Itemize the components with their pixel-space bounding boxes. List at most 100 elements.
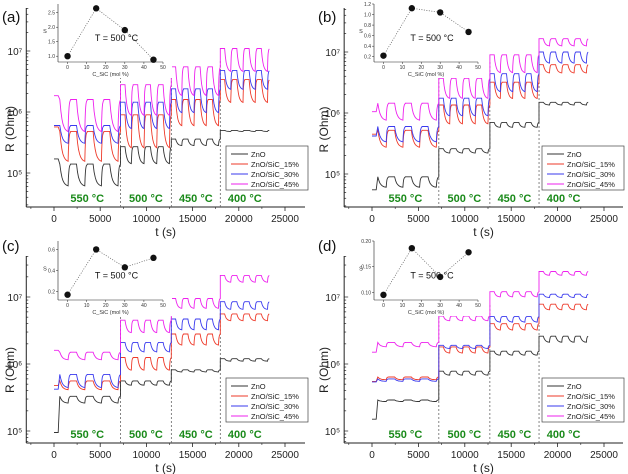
legend-entry: ZnO/SiC_30% <box>251 402 299 411</box>
legend-box <box>541 377 625 423</box>
inset-x-tick-label: 0 <box>382 65 385 71</box>
x-tick-label: 10000 <box>132 214 160 225</box>
inset-x-tick-label: 40 <box>456 65 462 71</box>
legend-entry: ZnO/SiC_15% <box>567 392 615 401</box>
y-tick-label: 10⁶ <box>7 360 22 371</box>
x-tick-label: 10000 <box>132 450 160 461</box>
inset-x-tick-label: 30 <box>122 303 128 309</box>
inset-x-tick-label: 20 <box>418 303 424 309</box>
inset-x-label: C_SiC (mol %) <box>408 310 445 316</box>
panel-b: 10⁵ 10⁶ 10⁷ 0 5000 10000 15000 20000 25000 t (s) R… <box>317 2 625 239</box>
legend-entry: ZnO <box>251 382 266 391</box>
inset-x-tick-label: 20 <box>418 65 424 71</box>
x-tick-label: 20000 <box>544 214 572 225</box>
x-tick-label: 0 <box>51 450 57 461</box>
inset-y-label: S <box>43 267 47 273</box>
x-tick-label: 15000 <box>179 450 207 461</box>
inset-x-tick-label: 10 <box>400 303 406 309</box>
x-tick-label: 10000 <box>451 450 479 461</box>
inset-data-point <box>436 9 444 16</box>
y-axis-title: R (Ohm) <box>3 106 17 152</box>
inset-data-point <box>408 244 416 252</box>
temperature-label: 550 °C <box>389 193 423 205</box>
inset-data-point <box>465 249 472 256</box>
legend-entry: ZnO <box>567 150 582 159</box>
series-line-zno-sic-15- <box>372 303 589 382</box>
inset-background <box>57 239 172 316</box>
series-line-zno-sic-15- <box>54 79 270 163</box>
inset-data-point <box>92 246 100 253</box>
legend-entry: ZnO/SiC_45% <box>567 180 615 189</box>
inset-data-point <box>408 5 416 12</box>
inset-y-tick-label: 0.6 <box>48 247 55 253</box>
temperature-label: 450 °C <box>179 193 213 205</box>
inset-x-tick-label: 0 <box>382 303 385 309</box>
x-tick-label: 15000 <box>179 214 207 225</box>
inset: 0 10 20 30 40 50 0.2 0.4 0.6 C_SiC (mol %) S T = 50… <box>43 239 172 316</box>
inset-x-tick-label: 50 <box>160 65 166 71</box>
legend-entry: ZnO/SiC_45% <box>251 180 299 189</box>
legend-entry: ZnO/SiC_15% <box>251 392 299 401</box>
inset-x-tick-label: 50 <box>160 303 166 309</box>
inset-y-tick-label: 0.10 <box>361 290 371 296</box>
temperature-label: 500 °C <box>447 193 481 205</box>
temperature-label: 400 °C <box>547 193 581 205</box>
series-line-zno-sic-45- <box>54 274 270 361</box>
x-axis-title: t (s) <box>155 225 176 239</box>
inset-x-tick-label: 0 <box>66 65 69 71</box>
temperature-label: 450 °C <box>498 193 532 205</box>
x-tick-label: 20000 <box>225 450 253 461</box>
inset-y-tick-label: 0.20 <box>361 239 371 245</box>
series-line-zno <box>372 335 589 420</box>
inset-data-point <box>121 26 129 34</box>
legend-entry: ZnO/SiC_45% <box>251 412 299 421</box>
inset-data-point <box>92 5 100 12</box>
series-line-zno-sic-45- <box>372 271 589 353</box>
inset-y-tick-label: 0.4 <box>48 269 55 275</box>
y-tick-label: 10⁷ <box>8 47 23 58</box>
inset-y-tick-label: 0.8 <box>364 23 371 29</box>
inset-data-point <box>121 264 129 271</box>
inset-x-tick-label: 40 <box>456 303 462 309</box>
inset-y-tick-label: 1.0 <box>364 13 371 19</box>
legend-entry: ZnO/SiC_15% <box>567 160 615 169</box>
inset-y-tick-label: 0.4 <box>364 44 371 50</box>
y-tick-label: 10⁶ <box>325 360 340 371</box>
panel-label: (a) <box>2 9 20 26</box>
series-line-zno <box>372 101 589 191</box>
x-tick-label: 20000 <box>544 450 572 461</box>
inset-x-tick-label: 10 <box>84 65 90 71</box>
inset-x-tick-label: 50 <box>475 303 481 309</box>
panel-d: 10⁵ 10⁶ 10⁷ 0 5000 10000 15000 20000 25000 t (s) R… <box>317 238 625 474</box>
temperature-label: 450 °C <box>498 429 532 441</box>
inset-data-point <box>465 28 472 36</box>
inset-x-tick-label: 40 <box>141 65 147 71</box>
panel-label: (b) <box>318 9 336 26</box>
y-axis-title: R (Ohm) <box>317 347 331 393</box>
temperature-label: 500 °C <box>129 193 163 205</box>
y-axis-title: R (Ohm) <box>317 107 331 153</box>
series-line-zno-sic-30- <box>54 301 270 390</box>
inset-y-tick-label: 2.5 <box>48 11 55 17</box>
series-line-zno-sic-45- <box>372 38 589 121</box>
inset-data-point <box>150 56 157 63</box>
legend-box <box>225 377 309 423</box>
inset-annotation: T = 500 °C <box>410 33 454 43</box>
inset-y-label: S <box>359 29 363 35</box>
legend-entry: ZnO <box>251 150 266 159</box>
y-tick-label: 10⁵ <box>325 170 340 181</box>
x-tick-label: 25000 <box>271 450 299 461</box>
inset-x-tick-label: 20 <box>103 303 109 309</box>
x-tick-label: 15000 <box>497 450 525 461</box>
y-tick-label: 10⁷ <box>325 48 340 59</box>
inset-x-tick-label: 30 <box>122 65 128 71</box>
x-tick-label: 5000 <box>407 214 430 225</box>
legend-box <box>225 145 309 191</box>
inset-y-label: S <box>43 29 47 35</box>
panel-label: (d) <box>318 238 336 255</box>
y-tick-label: 10⁵ <box>7 169 22 180</box>
x-tick-label: 25000 <box>590 214 618 225</box>
